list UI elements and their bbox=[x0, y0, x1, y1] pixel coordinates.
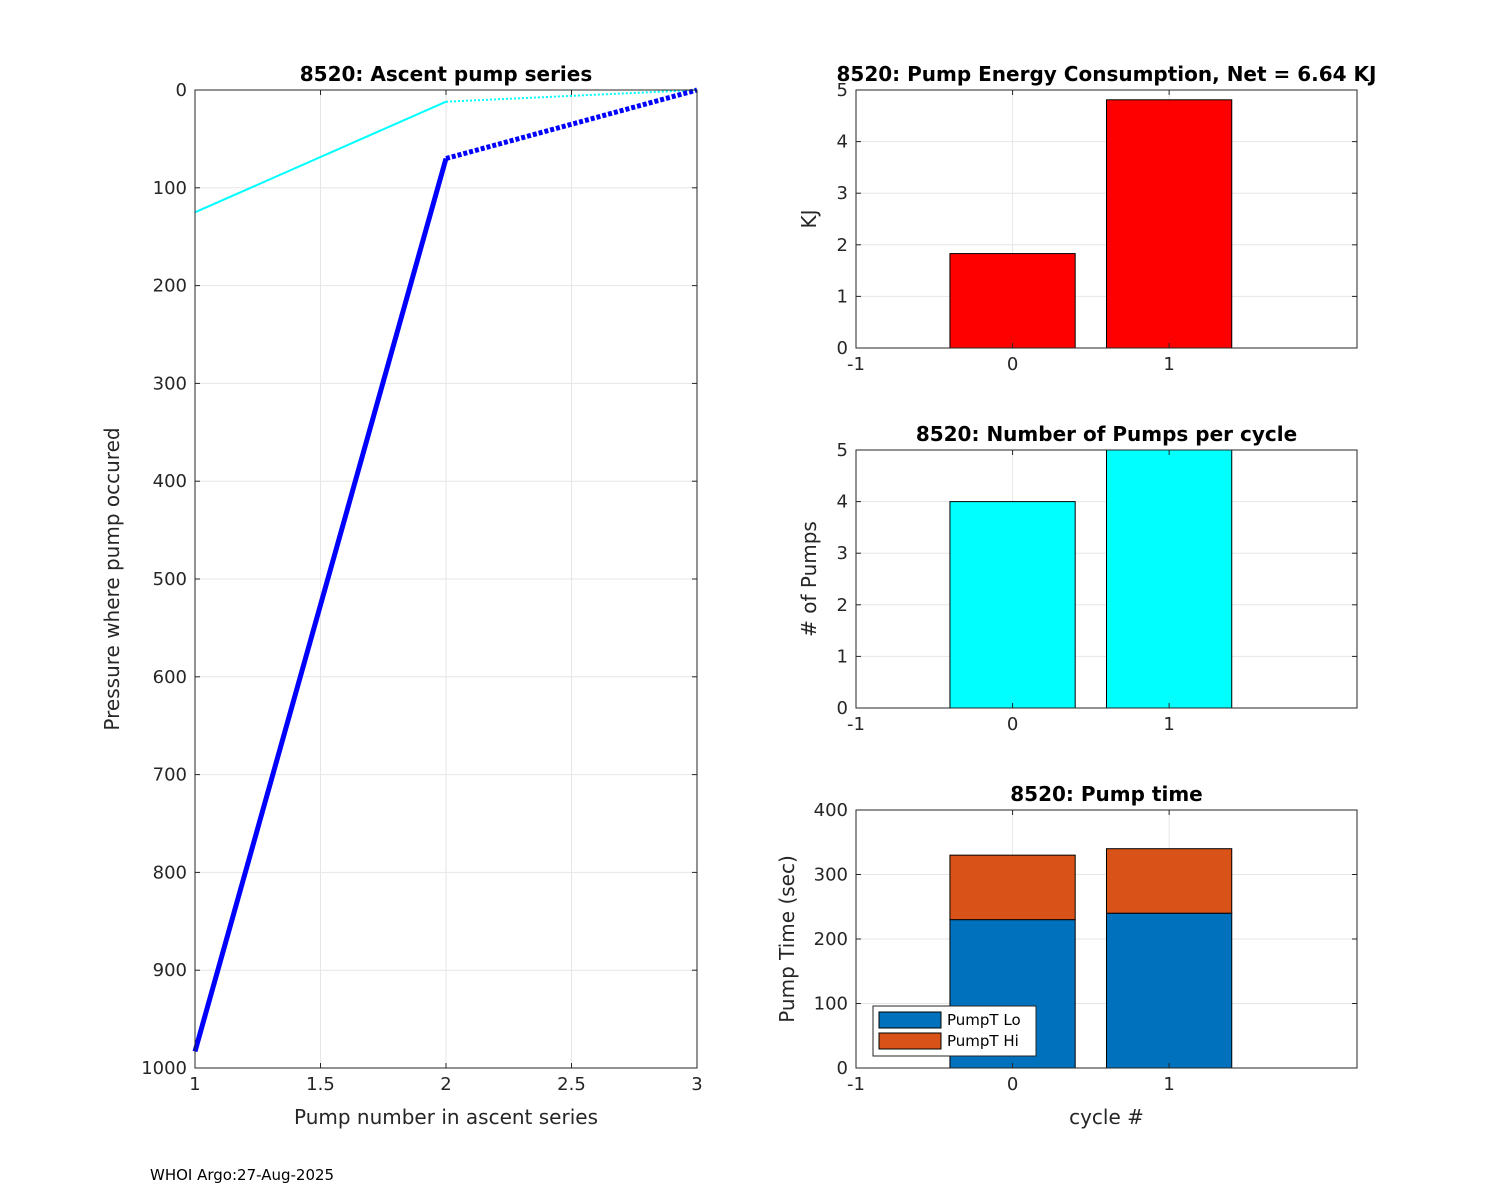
y-tick-label: 800 bbox=[153, 862, 187, 883]
y-axis-label: # of Pumps bbox=[797, 521, 821, 637]
x-tick-label: 0 bbox=[1007, 1074, 1018, 1095]
footer-stamp: WHOI Argo:27-Aug-2025 bbox=[150, 1166, 335, 1184]
axes-frame bbox=[855, 449, 1358, 709]
bar-segment bbox=[949, 854, 1076, 921]
y-tick-label: 0 bbox=[837, 698, 848, 719]
legend-label: PumpT Lo bbox=[947, 1011, 1021, 1029]
y-tick-label: 600 bbox=[153, 667, 187, 688]
series-line bbox=[445, 87, 698, 161]
y-tick-label: 0 bbox=[176, 80, 187, 101]
y-tick-label: 1 bbox=[837, 646, 848, 667]
x-tick-label: 0 bbox=[1007, 714, 1018, 735]
y-tick-label: 5 bbox=[837, 440, 848, 461]
legend: PumpT Lo PumpT Hi bbox=[872, 1005, 1037, 1057]
y-axis-label: Pressure where pump occured bbox=[100, 427, 124, 730]
bar bbox=[949, 501, 1076, 709]
x-tick-label: -1 bbox=[847, 354, 865, 375]
x-tick-label: 1.5 bbox=[306, 1074, 335, 1095]
y-tick-label: 1000 bbox=[141, 1058, 187, 1079]
y-tick-label: 0 bbox=[837, 338, 848, 359]
bar bbox=[949, 253, 1076, 349]
legend-swatch bbox=[878, 1032, 942, 1050]
y-tick-label: 400 bbox=[153, 471, 187, 492]
y-tick-label: 4 bbox=[837, 132, 848, 153]
y-tick-label: 900 bbox=[153, 960, 187, 981]
y-axis-label: Pump Time (sec) bbox=[775, 855, 799, 1023]
y-tick-label: 4 bbox=[837, 492, 848, 513]
chart-title: 8520: Number of Pumps per cycle bbox=[916, 422, 1297, 446]
y-axis-label: KJ bbox=[797, 209, 821, 228]
x-tick-label: 1 bbox=[189, 1074, 200, 1095]
x-tick-label: -1 bbox=[847, 1074, 865, 1095]
x-tick-label: 3 bbox=[691, 1074, 702, 1095]
legend-swatch bbox=[878, 1011, 942, 1029]
legend-label: PumpT Hi bbox=[947, 1032, 1019, 1050]
series-line bbox=[194, 100, 447, 214]
x-tick-label: 0 bbox=[1007, 354, 1018, 375]
bar bbox=[1106, 449, 1233, 709]
y-tick-label: 2 bbox=[837, 235, 848, 256]
axes-frame bbox=[855, 89, 1358, 349]
bar-segment bbox=[1106, 848, 1233, 914]
y-tick-label: 500 bbox=[153, 569, 187, 590]
y-tick-label: 100 bbox=[153, 178, 187, 199]
y-tick-label: 300 bbox=[153, 373, 187, 394]
x-axis-label: cycle # bbox=[1069, 1105, 1144, 1129]
x-tick-label: -1 bbox=[847, 714, 865, 735]
x-tick-label: 2 bbox=[440, 1074, 451, 1095]
chart-title: 8520: Pump time bbox=[1010, 782, 1202, 806]
bar bbox=[1106, 99, 1233, 349]
series-line bbox=[192, 157, 449, 1053]
y-tick-label: 2 bbox=[837, 595, 848, 616]
y-tick-label: 5 bbox=[837, 80, 848, 101]
x-axis-label: Pump number in ascent series bbox=[294, 1105, 598, 1129]
y-tick-label: 3 bbox=[837, 543, 848, 564]
x-tick-label: 1 bbox=[1163, 354, 1174, 375]
y-tick-label: 400 bbox=[814, 800, 848, 821]
x-tick-label: 2.5 bbox=[557, 1074, 586, 1095]
chart-title: 8520: Pump Energy Consumption, Net = 6.6… bbox=[837, 62, 1377, 86]
y-tick-label: 300 bbox=[814, 865, 848, 886]
chart-title: 8520: Ascent pump series bbox=[300, 62, 593, 86]
y-tick-label: 200 bbox=[814, 929, 848, 950]
series-line bbox=[445, 89, 698, 103]
y-tick-label: 700 bbox=[153, 765, 187, 786]
chart-ascent: 1 1.5 2 2.5 3 0 100 200 300 400 500 600 700 800 900 100… bbox=[100, 62, 703, 1129]
bar-segment bbox=[1106, 912, 1233, 1069]
y-tick-label: 0 bbox=[837, 1058, 848, 1079]
y-tick-label: 3 bbox=[837, 183, 848, 204]
y-tick-label: 200 bbox=[153, 276, 187, 297]
y-tick-label: 100 bbox=[814, 994, 848, 1015]
x-tick-label: 1 bbox=[1163, 1074, 1174, 1095]
x-tick-label: 1 bbox=[1163, 714, 1174, 735]
y-tick-label: 1 bbox=[837, 286, 848, 307]
